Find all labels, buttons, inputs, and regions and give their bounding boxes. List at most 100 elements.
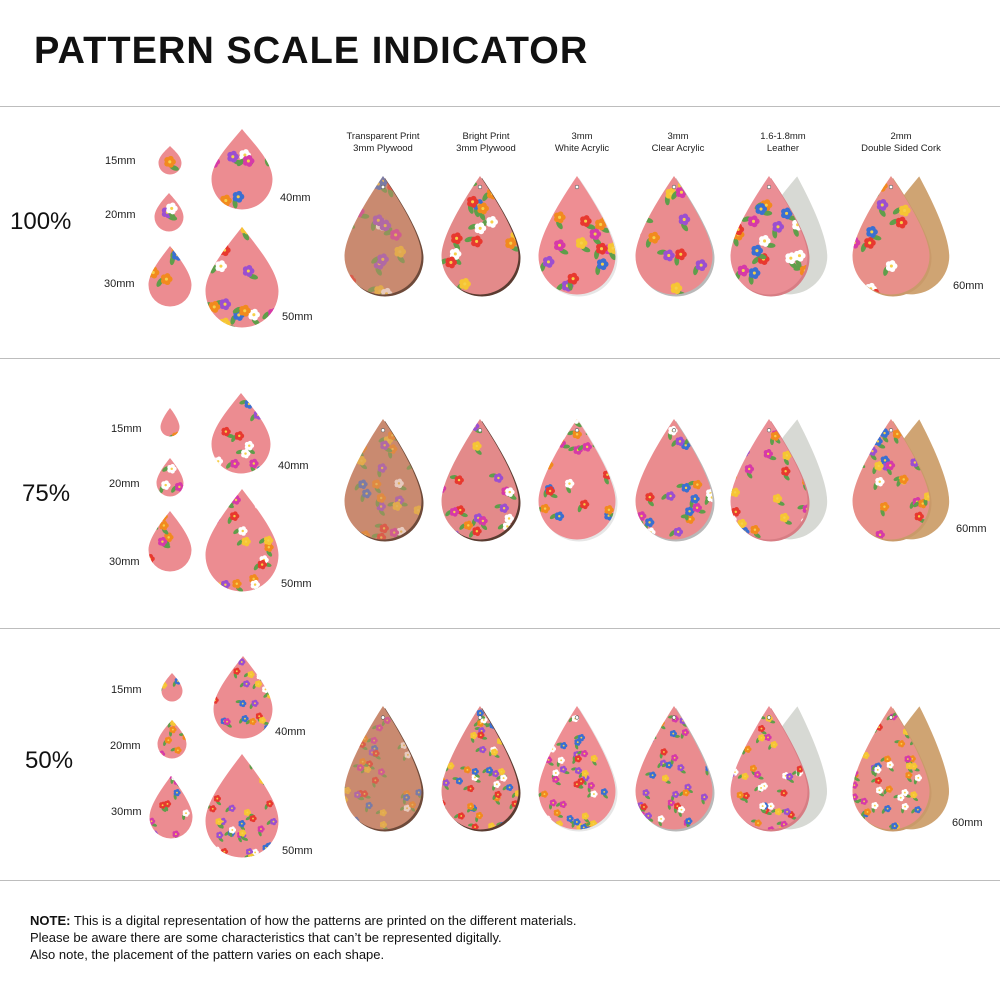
earring-body [730,419,808,540]
divider-line [0,628,1000,629]
hanging-hole [574,184,580,190]
size-sample-20mm [156,458,184,497]
size-label: 50mm [282,311,313,323]
earring-body [441,176,519,295]
earring-body [149,776,193,839]
size-sample-40mm [213,656,273,739]
hanging-hole [574,715,580,720]
size-label: 40mm [280,192,311,204]
material-sample-3 [538,419,618,542]
size-sample-20mm [157,720,187,759]
earring-body [852,419,930,540]
hanging-hole [766,184,772,190]
note-text: This is a digital representation of how … [70,913,577,928]
page-title: PATTERN SCALE INDICATOR [34,30,589,72]
material-label-line2: 3mm Plywood [456,143,516,154]
size-label: 30mm [111,806,142,818]
hanging-hole [574,428,580,433]
material-sample-1 [344,706,424,832]
footer-note: NOTE: This is a digital representation o… [30,912,577,963]
material-sample-2 [441,706,521,832]
hanging-hole [888,184,894,190]
size-sample-15mm [160,408,180,437]
material-sample-6 [852,419,950,542]
material-sample-4 [635,706,715,832]
hanging-hole [380,184,386,190]
material-sample-3 [538,176,618,297]
note-line-3: Also note, the placement of the pattern … [30,947,385,962]
material-label-leather: 1.6-1.8mm Leather [728,131,838,155]
size-sample-15mm [158,146,182,175]
floral-pattern [164,155,179,171]
material-label-line2: Clear Acrylic [651,143,705,154]
size-sample-50mm [205,754,279,858]
earring-body [730,176,808,295]
material-label-bright-plywood: Bright Print 3mm Plywood [431,131,541,155]
size-sample-40mm [211,393,271,474]
material-sample-5 [730,176,828,297]
size-label: 20mm [105,209,136,221]
material-sample-1 [344,176,424,297]
material-label-line1: 1.6-1.8mm [760,131,806,142]
material-sample-6 [852,706,949,832]
size-sample-30mm [148,511,192,572]
hanging-hole [766,428,772,433]
size-sample-50mm [205,227,279,328]
material-label-line2: Double Sided Cork [861,143,941,154]
hanging-hole [888,715,894,720]
size-label: 50mm [282,845,313,857]
size-label: 15mm [111,423,142,435]
note-line-2: Please be aware there are some character… [30,930,502,945]
note-line-1: NOTE: This is a digital representation o… [30,912,577,929]
hanging-hole [671,184,677,190]
material-sample-3 [538,706,618,832]
hanging-hole [380,715,386,720]
size-label: 15mm [111,684,142,696]
material-label-line1: Transparent Print [346,131,420,142]
size-label: 30mm [104,278,135,290]
hanging-hole [477,428,483,433]
divider-line [0,106,1000,107]
earring-body [344,419,422,540]
size-label-60mm: 60mm [953,280,984,292]
size-label: 40mm [275,726,306,738]
size-sample-40mm [211,129,273,210]
material-sample-4 [635,419,715,542]
size-sample-30mm [149,776,193,839]
earring-body [538,706,616,830]
earring-body [538,419,616,540]
size-label: 20mm [110,740,141,752]
material-label-line1: 3mm [667,131,689,142]
size-label-60mm: 60mm [952,817,983,829]
size-sample-15mm [161,673,183,702]
size-sample-20mm [154,193,184,232]
material-label-transparent-plywood: Transparent Print 3mm Plywood [328,131,438,155]
material-label-line2: White Acrylic [554,143,610,154]
earring-body [538,176,616,295]
hanging-hole [888,428,894,433]
earring-body [852,176,930,295]
material-sample-2 [441,176,521,297]
earring-body [635,706,713,830]
earring-body [160,408,180,437]
hanging-hole [380,428,386,433]
material-sample-6 [852,176,950,297]
material-sample-2 [441,419,521,542]
material-label-line2: Leather [766,143,800,154]
hanging-hole [671,715,677,720]
material-label-white-acrylic: 3mm White Acrylic [527,131,637,155]
size-label: 20mm [109,478,140,490]
material-label-line2: 3mm Plywood [353,143,413,154]
material-label-cork: 2mm Double Sided Cork [846,131,956,155]
material-label-clear-acrylic: 3mm Clear Acrylic [623,131,733,155]
hanging-hole [766,715,772,720]
material-sample-4 [635,176,715,297]
divider-line [0,880,1000,881]
earring-body [211,129,273,210]
earring-body [344,176,422,295]
material-label-line1: 2mm [890,131,912,142]
material-sample-1 [344,419,424,542]
size-label-60mm: 60mm [956,523,987,535]
size-sample-50mm [205,489,279,592]
scale-percentage-label: 75% [22,480,71,507]
